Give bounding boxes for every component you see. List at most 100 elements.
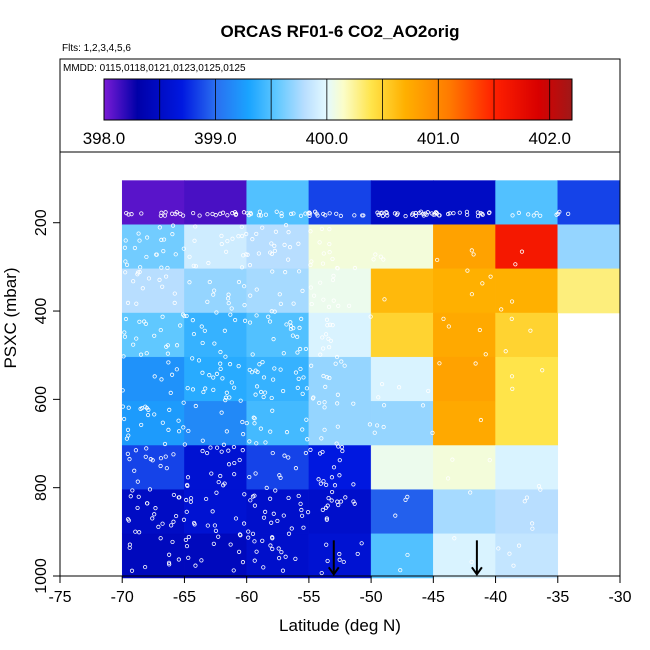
sample-point xyxy=(487,210,492,216)
sample-point xyxy=(286,531,292,536)
sample-point xyxy=(176,429,182,434)
sample-point xyxy=(321,297,326,302)
sample-point xyxy=(270,408,275,413)
sample-point xyxy=(257,209,262,214)
sample-point xyxy=(437,213,442,218)
sample-point xyxy=(256,213,261,218)
sample-point xyxy=(120,388,125,393)
sample-point xyxy=(296,376,301,381)
sample-point xyxy=(228,542,233,547)
heatmap-cell xyxy=(495,489,559,535)
sample-point xyxy=(168,390,173,396)
sample-point xyxy=(186,555,191,560)
sample-point xyxy=(221,442,227,447)
sample-point xyxy=(283,270,288,275)
sample-point xyxy=(121,354,126,359)
sample-point xyxy=(275,518,280,524)
sample-point xyxy=(123,238,128,243)
sample-point xyxy=(191,210,196,216)
sample-point xyxy=(193,403,198,409)
sample-point xyxy=(146,407,151,412)
sample-point xyxy=(247,439,252,444)
sample-point xyxy=(244,420,249,426)
sample-point xyxy=(258,213,264,218)
sample-point xyxy=(347,303,352,308)
sample-point xyxy=(464,209,470,214)
sample-point xyxy=(289,211,294,217)
sample-point xyxy=(293,466,299,471)
sample-point xyxy=(319,226,325,231)
sample-point xyxy=(478,417,484,423)
sample-point xyxy=(297,325,302,331)
sample-point xyxy=(299,513,305,518)
sample-point xyxy=(326,495,331,501)
sample-point xyxy=(142,319,147,324)
sample-point xyxy=(161,237,167,242)
sample-point xyxy=(309,363,314,368)
sample-point xyxy=(343,495,348,500)
sample-point xyxy=(253,471,258,476)
sample-point xyxy=(170,223,176,228)
sample-point xyxy=(335,392,340,397)
sample-point xyxy=(473,361,478,366)
sample-point xyxy=(137,238,142,243)
sample-point xyxy=(138,265,143,270)
sample-point xyxy=(469,292,475,297)
heatmap-cell xyxy=(370,268,434,314)
sample-point xyxy=(334,354,340,360)
sample-point xyxy=(227,362,233,367)
sample-point xyxy=(337,557,342,562)
heatmap-cell xyxy=(308,312,372,358)
y-tick-label: 600 xyxy=(33,386,50,413)
sample-point xyxy=(184,313,189,319)
sample-point xyxy=(152,333,157,338)
sample-point xyxy=(273,229,279,234)
sample-point xyxy=(146,276,152,281)
sample-point xyxy=(252,558,257,563)
sample-point xyxy=(321,373,326,379)
chart-title: ORCAS RF01-6 CO2_AO2orig xyxy=(221,22,460,41)
sample-point xyxy=(330,277,336,283)
heatmap-cell xyxy=(121,445,185,490)
sample-point xyxy=(320,507,325,512)
sample-point xyxy=(374,423,380,428)
sample-point xyxy=(333,361,338,366)
sample-point xyxy=(509,299,515,304)
sample-point xyxy=(325,323,330,328)
heatmap-cell xyxy=(246,401,310,446)
sample-point xyxy=(260,225,265,230)
sample-point xyxy=(507,551,512,556)
sample-point xyxy=(329,475,335,480)
sample-point xyxy=(288,323,294,329)
surface-markers xyxy=(327,540,483,577)
sample-point xyxy=(295,385,300,390)
sample-point xyxy=(129,568,135,573)
sample-point xyxy=(336,303,341,308)
sample-point xyxy=(483,352,488,357)
x-tick-label: -45 xyxy=(422,589,445,606)
sample-point xyxy=(446,211,451,217)
sample-point xyxy=(381,257,386,262)
sample-point xyxy=(499,307,504,312)
heatmap-cell xyxy=(433,224,496,270)
sample-point xyxy=(212,523,218,528)
sample-point xyxy=(306,211,311,216)
sample-point xyxy=(193,264,199,269)
sample-point xyxy=(218,473,223,479)
sample-point xyxy=(160,314,165,319)
sample-point xyxy=(233,516,239,521)
heatmap-cell xyxy=(184,401,247,446)
sample-point xyxy=(327,241,332,247)
sample-point xyxy=(327,322,333,327)
sample-point xyxy=(301,525,306,530)
sample-point xyxy=(324,375,330,380)
sample-point xyxy=(165,265,170,271)
sample-point xyxy=(134,301,139,306)
sample-point xyxy=(157,277,162,282)
sample-point xyxy=(201,389,206,395)
sample-point xyxy=(216,479,221,485)
sample-point xyxy=(246,529,251,534)
sample-point xyxy=(361,213,366,218)
sample-point xyxy=(211,541,216,546)
sample-point xyxy=(283,223,289,228)
